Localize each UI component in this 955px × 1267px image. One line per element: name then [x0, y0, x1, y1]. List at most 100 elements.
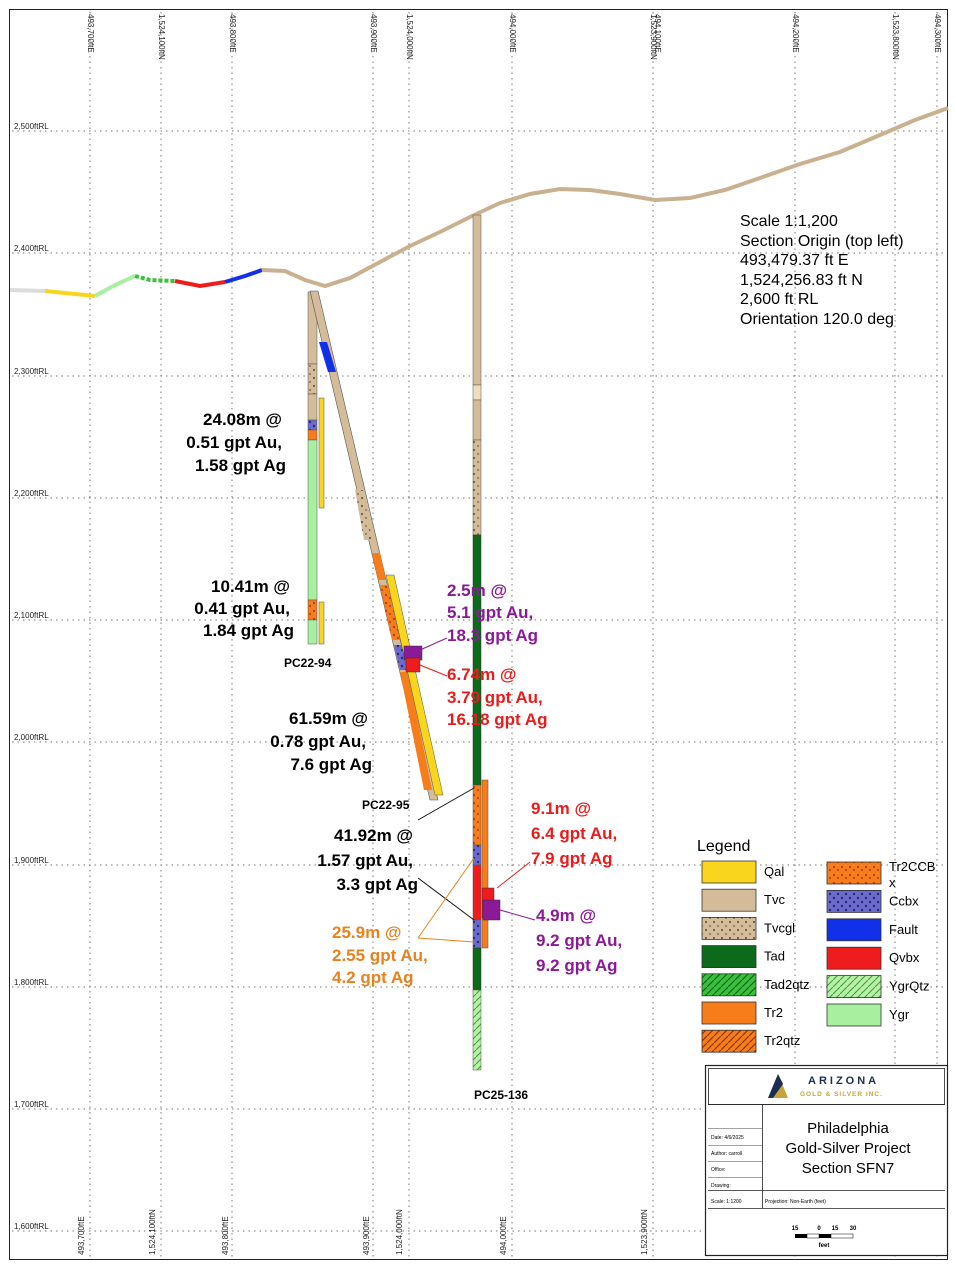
intercept-line: 9.2 gpt Au, [536, 931, 622, 950]
intercept-pc22-95-red: 6.74m @ 3.79 gpt Au, 16.18 gpt Ag [447, 665, 547, 729]
bottom-grid-labels: 493,700ftE 1,524,100ftN 493,800ftE 493,900f… [77, 1209, 649, 1255]
legend-label: YgrQtz [889, 979, 929, 994]
intercept-line: 6.74m @ [447, 665, 517, 684]
intercept-pc25-136-main: 41.92m @ 1.57 gpt Au, 3.3 gpt Ag [317, 826, 418, 894]
intercept-line: 9.1m @ [531, 799, 591, 818]
intercept-line: 7.6 gpt Ag [290, 755, 372, 774]
meta-date: Date: 4/6/2025 [711, 1135, 744, 1141]
intercept-line: 3.3 gpt Ag [336, 875, 418, 894]
bottom-grid-label: 1,524,000ftN [395, 1209, 404, 1255]
legend: Legend Qal Tvc Tvcgl Tad Tad2qtz Tr2 Tr2qtz Tr2… [697, 838, 935, 1053]
meta-office: Office: [711, 1167, 725, 1173]
rl-label: 2,500ftRL [14, 122, 49, 131]
origin-northing: 1,524,256.83 ft N [740, 272, 863, 289]
svg-text:0: 0 [817, 1226, 821, 1232]
svg-text:30: 30 [850, 1226, 857, 1232]
legend-label: Ygr [889, 1007, 910, 1022]
legend-swatch [826, 918, 882, 942]
meta-projection: Projection: Non-Earth (feet) [765, 1199, 826, 1205]
metadata-fields: Date: 4/6/2025 Author: carroll Office: D… [708, 1128, 945, 1209]
legend-item: Tvcgl [701, 917, 795, 940]
legend-item: Ygr [826, 1003, 910, 1027]
rl-axis-labels: 2,500ftRL 2,400ftRL 2,300ftRL 2,200ftRL 2,10… [14, 122, 49, 1231]
intercept-line: 2.55 gpt Au, [332, 946, 428, 965]
scale-bar: 15 0 15 30 feet [792, 1226, 857, 1249]
leader-lines [417, 637, 536, 943]
bottom-grid-label: 1,523,900ftN [640, 1209, 649, 1255]
bottom-grid-label: 493,700ftE [77, 1216, 86, 1255]
hole-label-pc25-136: PC25-136 [474, 1088, 528, 1102]
bottom-grid-label: 493,800ftE [221, 1216, 230, 1255]
top-grid-label: 493,700ftE [86, 14, 95, 53]
project-title-2: Gold-Silver Project [785, 1140, 911, 1157]
intercept-line: 16.18 gpt Ag [447, 710, 547, 729]
intercept-line: 7.9 gpt Ag [531, 849, 613, 868]
legend-swatch [701, 1001, 757, 1025]
scale-text: Scale 1:1,200 [740, 213, 838, 230]
rl-label: 1,600ftRL [14, 1222, 49, 1231]
intercept-pc25-136-orange: 25.9m @ 2.55 gpt Au, 4.2 gpt Ag [332, 923, 428, 987]
legend-item: Tr2 [701, 1001, 783, 1025]
drillhole-pc22-94[interactable] [307, 291, 325, 645]
intercept-line: 0.51 gpt Au, [186, 433, 282, 452]
company-subname: GOLD & SILVER INC. [800, 1091, 883, 1098]
rl-label: 2,100ftRL [14, 611, 49, 620]
legend-item: Fault [826, 918, 918, 942]
intercept-line: 41.92m @ [334, 826, 413, 845]
intercept-line: 4.9m @ [536, 906, 596, 925]
legend-label: x [889, 875, 896, 890]
drillhole-pc22-95[interactable] [309, 290, 444, 801]
intercept-pc22-94-upper: 24.08m @ 0.51 gpt Au, 1.58 gpt Ag [186, 410, 286, 475]
scale-bar-unit: feet [819, 1243, 830, 1249]
legend-swatch [701, 917, 757, 940]
intercept-line: 3.79 gpt Au, [447, 688, 543, 707]
legend-label: Ccbx [889, 893, 919, 908]
project-title-1: Philadelphia [807, 1120, 889, 1137]
orientation-text: Orientation 120.0 deg [740, 311, 894, 328]
rl-label: 2,000ftRL [14, 733, 49, 742]
intercept-pc25-136-red: 9.1m @ 6.4 gpt Au, 7.9 gpt Ag [531, 799, 617, 868]
intercept-pc25-136-purple: 4.9m @ 9.2 gpt Au, 9.2 gpt Ag [536, 906, 622, 975]
top-grid-label: 1,523,800ftN [891, 14, 900, 60]
legend-item: Tvc [701, 888, 785, 912]
section-title: Section SFN7 [802, 1160, 895, 1177]
rl-label: 2,400ftRL [14, 244, 49, 253]
legend-swatch [701, 945, 757, 968]
intercept-line: 6.4 gpt Au, [531, 824, 617, 843]
bottom-grid-label: 1,524,100ftN [148, 1209, 157, 1255]
drillhole-pc25-136[interactable] [472, 214, 501, 1071]
intercept-pc22-94-lower: 10.41m @ 0.41 gpt Au, 1.84 gpt Ag [194, 577, 294, 640]
svg-text:15: 15 [832, 1226, 839, 1232]
rl-label: 1,700ftRL [14, 1100, 49, 1109]
rl-label: 1,900ftRL [14, 856, 49, 865]
company-name: ARIZONA [808, 1075, 879, 1087]
top-grid-label: 493,800ftE [228, 14, 237, 53]
legend-title: Legend [697, 838, 750, 855]
origin-title: Section Origin (top left) [740, 233, 904, 250]
top-grid-label: 494,300ftE [933, 14, 942, 53]
legend-label: Qal [764, 864, 784, 879]
intercept-line: 1.84 gpt Ag [203, 621, 294, 640]
origin-easting: 493,479.37 ft E [740, 252, 849, 269]
legend-item: Ccbx [826, 890, 919, 913]
legend-swatch [701, 1029, 757, 1053]
legend-label: Qvbx [889, 950, 920, 965]
intercept-line: 1.58 gpt Ag [195, 456, 286, 475]
legend-swatch [826, 890, 882, 913]
intercept-pc22-95-purple: 2.5m @ 5.1 gpt Au, 18.3 gpt Ag [447, 581, 538, 645]
section-info: Scale 1:1,200 Section Origin (top left) … [740, 213, 904, 328]
intercept-line: 18.3 gpt Ag [447, 626, 538, 645]
rl-label: 2,200ftRL [14, 489, 49, 498]
legend-swatch [826, 1003, 882, 1027]
intercept-line: 4.2 gpt Ag [332, 968, 414, 987]
company-logo: ARIZONA GOLD & SILVER INC. [768, 1074, 883, 1098]
bottom-grid-label: 494,000ftE [499, 1216, 508, 1255]
legend-item: Tad [701, 945, 785, 968]
intercept-line: 1.57 gpt Au, [317, 851, 413, 870]
intercept-line: 24.08m @ [203, 410, 282, 429]
top-grid-label: 1,524,100ftN [157, 14, 166, 60]
grid [12, 12, 945, 1258]
legend-item: Qal [701, 860, 784, 884]
legend-label: Tad [764, 949, 785, 964]
